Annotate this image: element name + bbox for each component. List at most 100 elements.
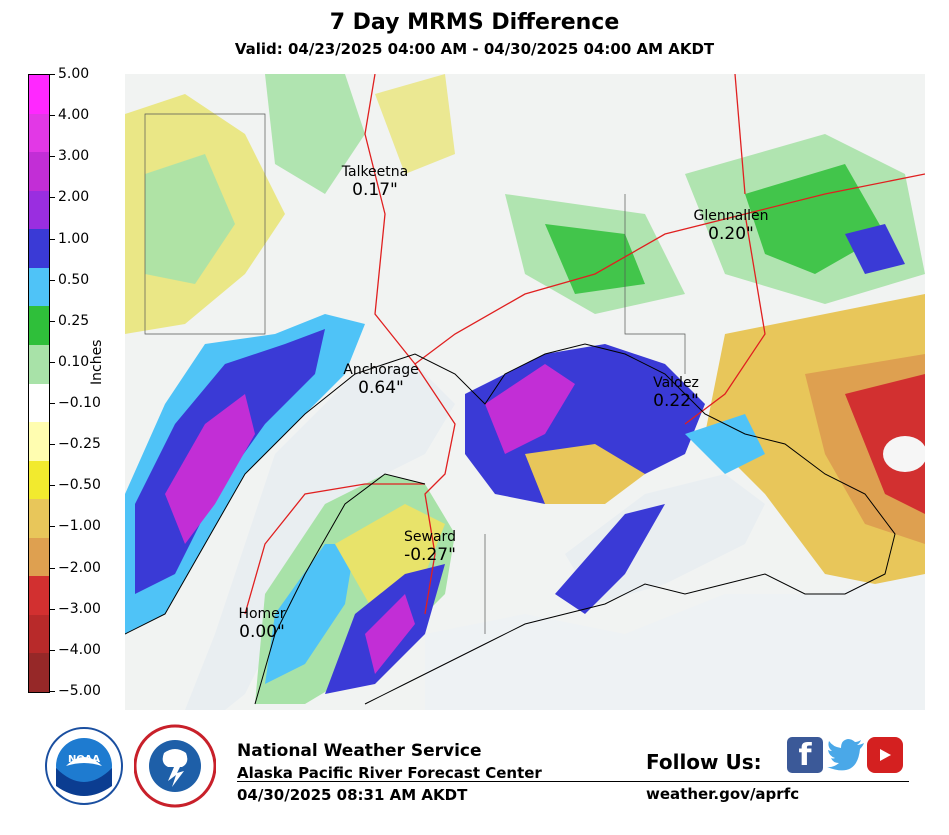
colorbar-segment: [29, 75, 49, 114]
road-parks-glenn: [364, 74, 925, 365]
noaa-logo-text: NOAA: [68, 754, 100, 765]
website-link[interactable]: weather.gov/aprfc: [646, 785, 800, 803]
place-value: 0.00": [239, 622, 285, 642]
map-canvas: [125, 74, 925, 710]
place-name: Glennallen: [693, 208, 769, 224]
place-name: Talkeetna: [341, 164, 409, 180]
follow-us-label: Follow Us:: [646, 750, 762, 774]
kenai-south-very-heavy: [365, 594, 415, 674]
facebook-icon[interactable]: f: [787, 737, 823, 773]
place-seward: Seward -0.27": [392, 529, 468, 565]
place-value: 0.20": [708, 224, 754, 244]
precipitation-map: [125, 74, 925, 710]
colorbar-segment: [29, 614, 49, 654]
kenai-west-wet: [265, 544, 355, 684]
noaa-logo-icon[interactable]: NOAA: [44, 726, 124, 810]
colorbar-title: Inches: [89, 339, 105, 385]
place-homer: Homer 0.00": [226, 606, 298, 642]
wet-region-west: [145, 154, 235, 284]
footer-timestamp: 04/30/2025 08:31 AM AKDT: [237, 786, 468, 804]
colorbar-tick: [49, 238, 55, 240]
place-value: -0.27": [404, 545, 456, 565]
boundary-west: [144, 113, 266, 335]
colorbar-tick: [49, 485, 55, 487]
colorbar-tick-label: 0.25: [58, 312, 90, 329]
place-value: 0.64": [358, 378, 404, 398]
colorbar-tick: [49, 197, 55, 199]
place-glennallen: Glennallen 0.20": [681, 208, 781, 244]
place-name: Seward: [404, 529, 456, 545]
office-name: Alaska Pacific River Forecast Center: [237, 764, 542, 782]
colorbar-tick: [49, 74, 55, 75]
road-richardson-south: [684, 213, 766, 425]
colorbar-tick: [49, 115, 55, 117]
colorbar-segment: [29, 152, 49, 191]
colorbar-tick: [49, 649, 55, 651]
colorbar-tick-label: 5.00: [58, 66, 90, 82]
heavy-region-northeast: [845, 224, 905, 274]
south-heavy: [555, 504, 665, 614]
colorbar-segment: [29, 344, 49, 384]
twitter-icon[interactable]: [826, 737, 866, 773]
colorbar-tick-label: 0.10: [58, 353, 90, 370]
colorbar-tick: [49, 361, 55, 363]
pws-very-heavy: [485, 364, 575, 454]
colorbar-tick-label: 1.00: [58, 230, 90, 247]
place-name: Valdez: [653, 375, 699, 391]
colorbar-tick-label: 2.00: [58, 189, 90, 206]
colorbar-segment: [29, 190, 49, 230]
very-dry-region-east: [845, 374, 925, 514]
valdez-wet: [685, 414, 765, 474]
road-richardson-north: [734, 74, 746, 195]
colorbar-tick: [49, 444, 55, 446]
colorbar-tick: [49, 608, 55, 610]
dry-region-north: [375, 74, 455, 174]
place-value: 0.22": [653, 391, 699, 411]
place-valdez: Valdez 0.22": [640, 375, 712, 411]
colorbar: [28, 74, 50, 693]
wet-region-northeast-core: [745, 164, 885, 274]
colorbar-tick-label: −0.10: [58, 395, 101, 412]
colorbar-segment: [29, 499, 49, 538]
wet-region-north: [265, 74, 365, 194]
gulf-of-alaska: [425, 574, 925, 710]
colorbar-tick-label: −5.00: [58, 683, 101, 699]
wet-region-central-core: [545, 224, 645, 294]
colorbar-tick-label: −1.00: [58, 518, 101, 535]
colorbar-tick: [49, 691, 55, 692]
place-name: Homer: [238, 606, 286, 622]
colorbar-segment: [29, 306, 49, 345]
colorbar-tick: [49, 320, 55, 322]
nws-logo-icon[interactable]: [133, 723, 217, 813]
place-name: Anchorage: [343, 362, 419, 378]
colorbar-segment: [29, 229, 49, 268]
map-title: 7 Day MRMS Difference: [329, 10, 620, 35]
youtube-icon[interactable]: [867, 737, 903, 773]
kenai-central-dry: [335, 504, 445, 614]
boundary-central: [624, 194, 686, 374]
colorbar-segment: [29, 383, 49, 423]
colorbar-segment: [29, 422, 49, 461]
colorbar-tick: [49, 403, 55, 405]
glacier-east: [883, 436, 925, 472]
kenai-coast: [254, 473, 426, 705]
colorbar-tick-label: −4.00: [58, 641, 101, 658]
colorbar-tick: [49, 567, 55, 569]
colorbar-segment: [29, 460, 49, 500]
colorbar-segment: [29, 653, 49, 692]
place-talkeetna: Talkeetna 0.17": [332, 164, 418, 200]
colorbar-tick-label: −3.00: [58, 600, 101, 617]
colorbar-tick-label: 0.50: [58, 271, 90, 288]
colorbar-segment: [29, 267, 49, 307]
colorbar-segment: [29, 537, 49, 577]
colorbar-tick-label: −0.25: [58, 436, 101, 453]
colorbar-segment: [29, 113, 49, 153]
colorbar-tick: [49, 156, 55, 158]
coastline: [125, 343, 896, 705]
footer-divider: [237, 781, 909, 782]
road-seward: [414, 363, 456, 615]
colorbar-tick: [49, 526, 55, 528]
place-anchorage: Anchorage 0.64": [334, 362, 428, 398]
colorbar-tick-label: 4.00: [58, 107, 90, 124]
colorbar-tick-label: 3.00: [58, 148, 90, 165]
